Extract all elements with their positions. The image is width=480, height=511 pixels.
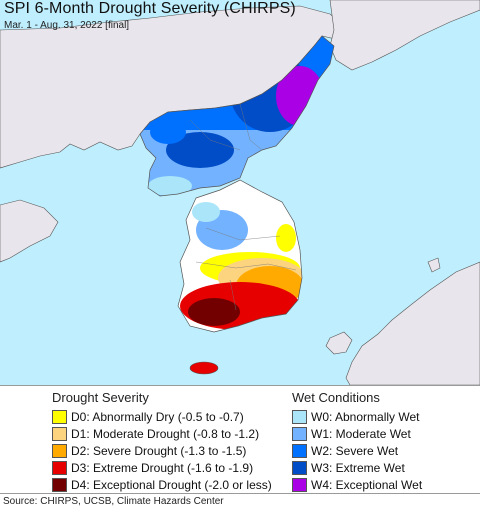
legend-item-w2: W2: Severe Wet (292, 442, 422, 459)
swatch-w2 (292, 443, 307, 458)
legend-item-w1: W1: Moderate Wet (292, 425, 422, 442)
legend-item-d0: D0: Abnormally Dry (-0.5 to -0.7) (52, 408, 272, 425)
map-subtitle: Mar. 1 - Aug. 31, 2022 [final] (4, 20, 130, 31)
shandong-land (0, 199, 59, 263)
swatch-w1 (292, 426, 307, 441)
swatch-w4 (292, 477, 307, 492)
japan-islet (427, 257, 441, 273)
swatch-w3 (292, 460, 307, 475)
swatch-w0 (292, 409, 307, 424)
wet-legend-heading: Wet Conditions (292, 390, 380, 405)
legend-label: W2: Severe Wet (311, 443, 399, 458)
swatch-d4 (52, 477, 67, 492)
japan-islet (325, 331, 353, 355)
drought-map (0, 0, 480, 385)
japan-land (345, 261, 480, 385)
legend-label: W4: Exceptional Wet (311, 477, 423, 492)
swatch-d2 (52, 443, 67, 458)
source-text: Source: CHIRPS, UCSB, Climate Hazards Ce… (3, 496, 224, 507)
map-frame: SPI 6-Month Drought Severity (CHIRPS) Ma… (0, 0, 480, 385)
legend-item-d3: D3: Extreme Drought (-1.6 to -1.9) (52, 459, 272, 476)
legend-label: W1: Moderate Wet (311, 426, 411, 441)
legend-item-d2: D2: Severe Drought (-1.3 to -1.5) (52, 442, 272, 459)
legend-label: D4: Exceptional Drought (-2.0 or less) (71, 477, 272, 492)
swatch-d0 (52, 409, 67, 424)
drought-legend: Drought Severity D0: Abnormally Dry (-0.… (52, 390, 272, 493)
swatch-d3 (52, 460, 67, 475)
source-footer: Source: CHIRPS, UCSB, Climate Hazards Ce… (0, 493, 480, 511)
province-boundaries (189, 103, 297, 311)
legend-label: D1: Moderate Drought (-0.8 to -1.2) (71, 426, 260, 441)
legend-item-d4: D4: Exceptional Drought (-2.0 or less) (52, 476, 272, 493)
legend-item-w4: W4: Exceptional Wet (292, 476, 422, 493)
legend-label: D3: Extreme Drought (-1.6 to -1.9) (71, 460, 254, 475)
drought-legend-heading: Drought Severity (52, 390, 149, 405)
legend-label: D2: Severe Drought (-1.3 to -1.5) (71, 443, 247, 458)
legend-label: D0: Abnormally Dry (-0.5 to -0.7) (71, 409, 244, 424)
russia-land (329, 0, 480, 71)
legend-item-w0: W0: Abnormally Wet (292, 408, 422, 425)
legend-item-d1: D1: Moderate Drought (-0.8 to -1.2) (52, 425, 272, 442)
legend-label: W3: Extreme Wet (311, 460, 405, 475)
map-title: SPI 6-Month Drought Severity (CHIRPS) (4, 0, 296, 17)
jeju-island (189, 361, 219, 375)
legend: Drought Severity D0: Abnormally Dry (-0.… (0, 385, 480, 494)
legend-label: W0: Abnormally Wet (311, 409, 420, 424)
swatch-d1 (52, 426, 67, 441)
south-korea-region (178, 180, 302, 332)
wet-legend: Wet Conditions W0: Abnormally Wet W1: Mo… (292, 390, 422, 493)
legend-item-w3: W3: Extreme Wet (292, 459, 422, 476)
